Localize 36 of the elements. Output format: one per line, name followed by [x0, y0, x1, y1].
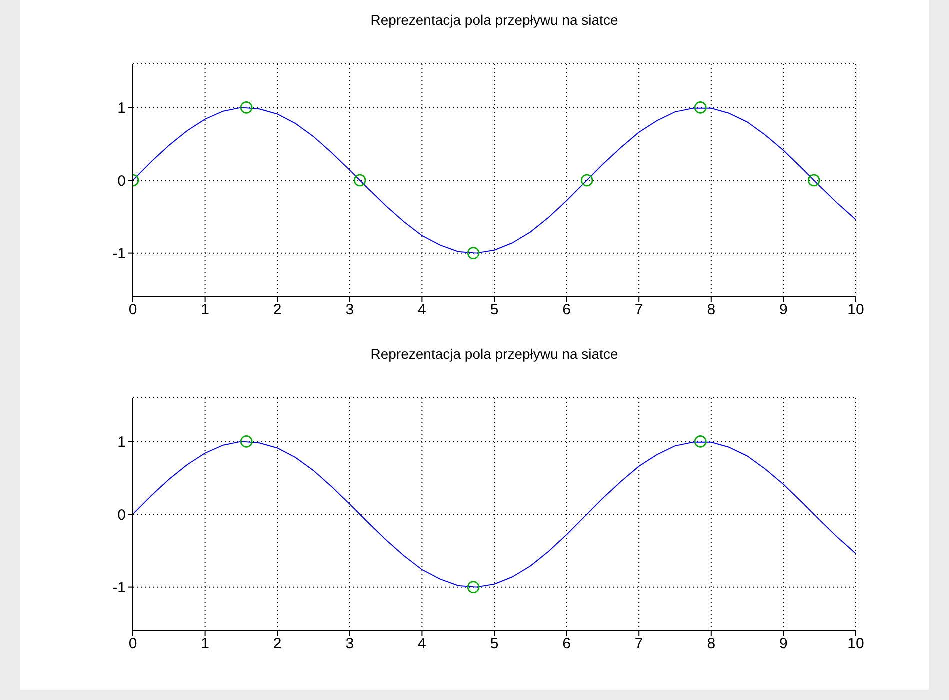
x-tick-label: 10: [848, 636, 864, 653]
x-tick-label: 7: [634, 636, 644, 653]
x-tick-label: 0: [128, 302, 138, 319]
x-tick-label: 5: [490, 636, 499, 653]
x-tick-label: 0: [128, 636, 138, 653]
chart-title: Reprezentacja pola przepływu na siatce: [370, 12, 620, 28]
point: [694, 102, 707, 114]
x-tick-label: 7: [634, 302, 644, 319]
point: [240, 102, 253, 114]
point: [467, 247, 480, 260]
x-tick-label: 1: [201, 302, 210, 319]
x-tick-label: 1: [201, 636, 210, 653]
x-tick-label: 8: [707, 302, 716, 319]
x-tick-label: 8: [707, 636, 716, 653]
y-tick-label: 1: [118, 100, 126, 118]
chart-title: Reprezentacja pola przepływu na siatce: [370, 346, 620, 362]
x-tick-label: 9: [780, 636, 788, 653]
y-tick-label: -1: [112, 580, 126, 597]
y-tick-label: 1: [118, 434, 126, 452]
x-tick-label: 4: [418, 636, 426, 653]
point: [354, 174, 366, 187]
x-tick-label: 9: [780, 302, 788, 319]
x-tick-label: 3: [346, 302, 354, 319]
x-tick-label: 6: [562, 302, 571, 319]
x-tick-label: 4: [418, 302, 426, 319]
y-tick-label: -1: [112, 246, 126, 263]
y-tick-label: 0: [118, 172, 126, 190]
y-tick-label: 0: [118, 506, 126, 524]
point: [808, 174, 820, 187]
x-tick-label: 5: [490, 302, 499, 319]
x-tick-label: 10: [848, 302, 864, 319]
x-tick-label: 3: [346, 636, 354, 653]
x-tick-label: 6: [562, 636, 571, 653]
x-tick-label: 2: [273, 302, 282, 319]
point: [580, 174, 594, 187]
x-tick-label: 2: [273, 636, 282, 653]
